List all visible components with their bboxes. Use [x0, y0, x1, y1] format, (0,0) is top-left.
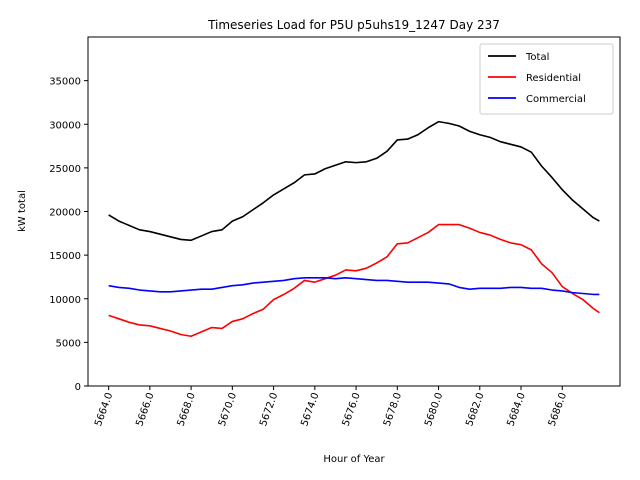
series-line-residential — [108, 223, 600, 338]
legend-label-residential: Residential — [526, 73, 581, 84]
y-tick-label: 5000 — [56, 338, 81, 349]
chart-title: Timeseries Load for P5U p5uhs19_1247 Day… — [207, 18, 500, 32]
y-tick-label: 30000 — [49, 120, 81, 131]
y-tick-label: 35000 — [49, 77, 81, 88]
plot-area — [108, 120, 600, 338]
legend-label-commercial: Commercial — [526, 94, 586, 105]
y-tick-label: 15000 — [49, 251, 81, 262]
x-axis-label: Hour of Year — [323, 454, 385, 465]
y-tick-label: 25000 — [49, 164, 81, 175]
y-axis: 0 5000 10000 15000 20000 25000 30000 35000 — [49, 77, 88, 393]
y-axis-label: kW total — [17, 190, 28, 232]
series-line-commercial — [108, 277, 600, 296]
legend-box — [479, 43, 614, 115]
y-tick-label: 10000 — [49, 295, 81, 306]
legend: Total Residential Commercial — [479, 43, 614, 115]
y-tick-label: 20000 — [49, 208, 81, 219]
y-tick-label: 0 — [75, 382, 81, 393]
legend-label-total: Total — [525, 52, 549, 63]
series-line-total — [108, 120, 600, 242]
